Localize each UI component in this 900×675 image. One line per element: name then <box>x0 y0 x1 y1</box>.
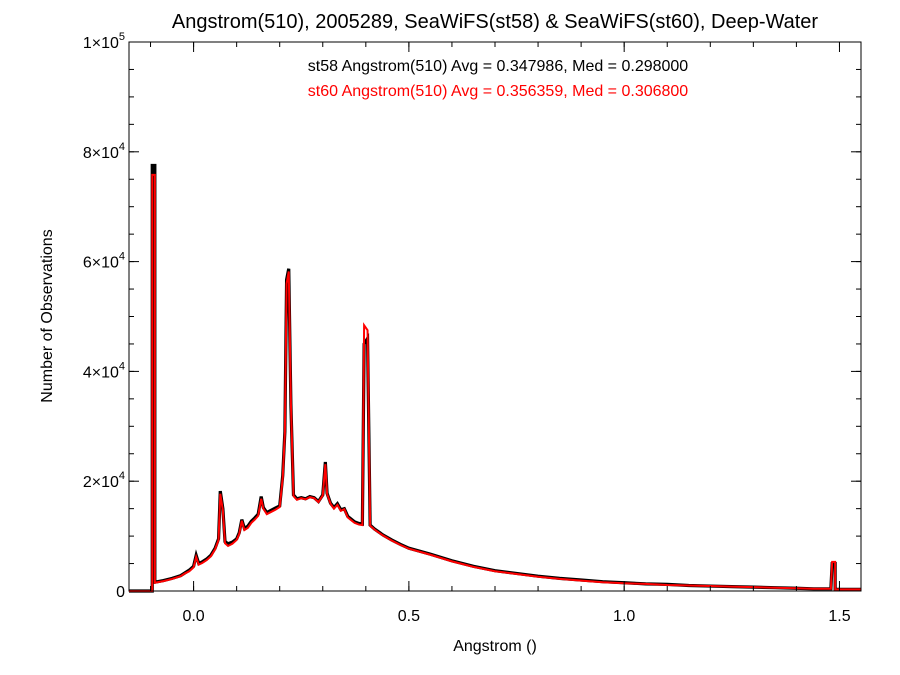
y-tick-label: 8×104 <box>83 141 125 162</box>
chart-title: Angstrom(510), 2005289, SeaWiFS(st58) & … <box>172 11 819 33</box>
series-layer <box>129 163 861 593</box>
x-tick-label: 1.0 <box>613 608 635 625</box>
x-tick-label: 0.0 <box>182 608 204 625</box>
x-axis-label: Angstrom () <box>453 638 537 655</box>
x-tick-label: 1.5 <box>828 608 850 625</box>
x-tick-labels: 0.0 0.5 1.0 1.5 <box>182 608 850 625</box>
y-tick-label: 1×105 <box>83 31 125 52</box>
y-tick-label: 6×104 <box>83 251 125 272</box>
tick-layer <box>129 41 861 592</box>
series-line-1 <box>129 173 861 592</box>
y-tick-label: 4×104 <box>83 360 125 381</box>
stats-annotation-st58: st58 Angstrom(510) Avg = 0.347986, Med =… <box>308 58 689 75</box>
y-tick-labels: 0 2×104 4×104 6×104 8×104 1×105 <box>83 31 125 601</box>
stats-annotation-st60: st60 Angstrom(510) Avg = 0.356359, Med =… <box>308 83 689 100</box>
series-line-0 <box>129 163 861 593</box>
x-tick-label: 0.5 <box>398 608 420 625</box>
y-tick-label: 2×104 <box>83 470 125 491</box>
y-tick-label: 0 <box>116 584 125 601</box>
plot-frame <box>128 41 862 592</box>
y-axis-label: Number of Observations <box>39 229 56 402</box>
